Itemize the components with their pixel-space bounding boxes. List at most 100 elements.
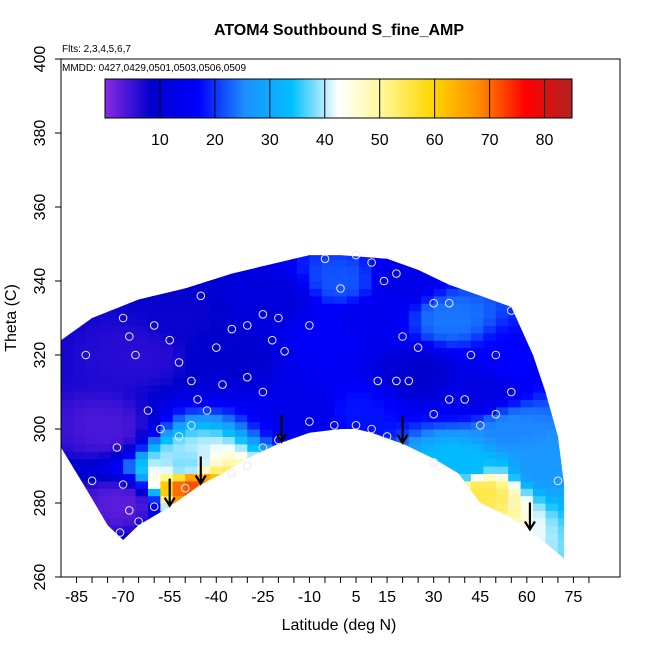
heatmap-cell	[234, 273, 248, 282]
heatmap-cell	[483, 310, 497, 319]
chart-title: ATOM4 Southbound S_fine_AMP	[214, 22, 464, 39]
heatmap-cell	[371, 318, 385, 326]
heatmap-cell	[495, 495, 509, 504]
heatmap-cell	[396, 266, 410, 275]
heatmap-cell	[234, 340, 248, 349]
heatmap-cell	[197, 392, 211, 400]
heatmap-cell	[123, 466, 137, 474]
heatmap-cell	[396, 332, 410, 341]
heatmap-cell	[371, 347, 385, 356]
y-tick-label: 360	[32, 194, 49, 221]
heatmap-cell	[458, 473, 472, 482]
heatmap-cell	[284, 266, 298, 275]
heatmap-cell	[185, 480, 199, 489]
heatmap-cell	[446, 451, 460, 460]
sample-point	[305, 321, 314, 330]
heatmap-cell	[135, 406, 149, 415]
heatmap-cell	[73, 392, 87, 400]
heatmap-cell	[557, 510, 565, 519]
heatmap-cell	[384, 384, 397, 393]
heatmap-cell	[61, 436, 74, 445]
heatmap-cell	[222, 332, 236, 341]
heatmap-cell	[85, 384, 99, 393]
heatmap-cell	[148, 480, 161, 489]
heatmap-cell	[508, 436, 522, 445]
heatmap-cell	[483, 473, 497, 482]
flight-arrow	[163, 478, 176, 508]
heatmap-cell	[346, 332, 360, 341]
heatmap-cell	[520, 458, 534, 467]
heatmap-cell	[197, 421, 211, 430]
heatmap-cell	[123, 480, 137, 489]
heatmap-cell	[123, 517, 137, 526]
heatmap-cell	[384, 310, 397, 319]
heatmap-cell	[433, 443, 447, 452]
heatmap-cell	[172, 495, 186, 504]
heatmap-cell	[458, 295, 472, 304]
sample-point	[367, 258, 376, 267]
heatmap-cell	[508, 340, 522, 349]
heatmap-cell	[533, 458, 546, 467]
heatmap-cell	[123, 355, 137, 363]
heatmap-cell	[483, 303, 497, 312]
heatmap-cell	[321, 303, 335, 312]
heatmap-cell	[446, 399, 460, 408]
heatmap-cell	[508, 406, 522, 415]
heatmap-cell	[384, 377, 397, 386]
heatmap-cell	[433, 281, 447, 289]
heatmap-cell	[334, 325, 348, 334]
heatmap-cell	[160, 436, 174, 445]
heatmap-cell	[98, 392, 112, 400]
heatmap-cell	[110, 525, 124, 534]
heatmap-cell	[508, 377, 522, 386]
heatmap-cell	[483, 495, 497, 504]
heatmap-cell	[197, 362, 211, 371]
heatmap-cell	[272, 377, 286, 386]
heatmap-cell	[185, 384, 199, 393]
heatmap-cell	[222, 347, 236, 356]
heatmap-cell	[483, 480, 497, 489]
heatmap-cell	[85, 443, 99, 452]
heatmap-cell	[545, 414, 559, 423]
heatmap-cell	[396, 325, 410, 334]
heatmap-cell	[197, 458, 211, 467]
heatmap-cell	[470, 355, 484, 363]
flights-annotation: Flts: 2,3,4,5,6,7	[62, 44, 131, 55]
heatmap-cell	[85, 355, 99, 363]
heatmap-cell	[272, 399, 286, 408]
heatmap-cell	[384, 399, 397, 408]
heatmap-cell	[234, 406, 248, 415]
heatmap-cell	[297, 310, 310, 319]
heatmap-cell	[284, 332, 298, 341]
heatmap-cell	[247, 414, 261, 423]
heatmap-cell	[234, 332, 248, 341]
heatmap-cell	[148, 399, 161, 408]
x-tick-label: -85	[65, 589, 88, 606]
heatmap-cell	[85, 414, 99, 423]
heatmap-cell	[160, 362, 174, 371]
heatmap-cell	[247, 362, 261, 371]
heatmap-cell	[545, 510, 559, 519]
heatmap-cell	[421, 369, 435, 378]
heatmap-cell	[210, 399, 224, 408]
heatmap-cell	[346, 288, 360, 297]
heatmap-cell	[284, 295, 298, 304]
heatmap-cell	[470, 384, 484, 393]
heatmap-cell	[545, 525, 559, 534]
heatmap-cell	[98, 369, 112, 378]
x-tick-label: 60	[518, 589, 536, 606]
heatmap-cell	[433, 377, 447, 386]
heatmap-cell	[85, 399, 99, 408]
heatmap-cell	[421, 347, 435, 356]
heatmap-cell	[98, 443, 112, 452]
y-tick-label: 400	[32, 46, 49, 73]
heatmap-cell	[483, 384, 497, 393]
heatmap-cell	[73, 325, 87, 334]
heatmap-cell	[508, 466, 522, 474]
heatmap-cell	[110, 458, 124, 467]
heatmap-cell	[259, 377, 273, 386]
heatmap-cell	[495, 436, 509, 445]
heatmap-cell	[408, 436, 422, 445]
heatmap-cell	[470, 436, 484, 445]
